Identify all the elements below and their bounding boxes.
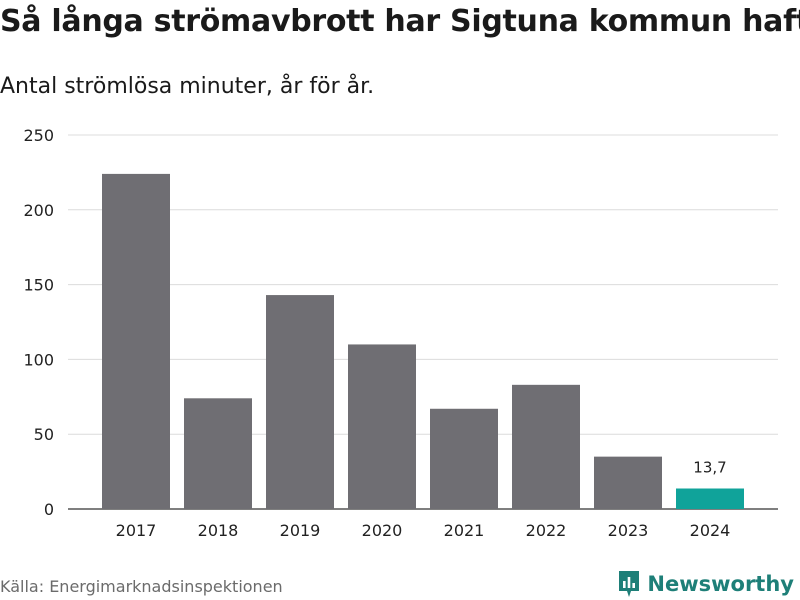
bar-2020 <box>348 344 416 509</box>
x-tick-label: 2020 <box>362 521 403 540</box>
brand-name: Newsworthy <box>647 572 794 596</box>
y-axis-ticks: 0 50 100 150 200 250 <box>23 126 54 519</box>
x-tick-label: 2023 <box>608 521 649 540</box>
bar-2017 <box>102 173 170 509</box>
bar-layer <box>102 173 744 509</box>
chart-subtitle: Antal strömlösa minuter, år för år. <box>0 74 375 99</box>
chart-title: Så långa strömavbrott har Sigtuna kommun… <box>0 4 800 39</box>
y-tick-label: 100 <box>23 350 54 369</box>
x-tick-label: 2018 <box>198 521 239 540</box>
y-tick-label: 0 <box>44 500 54 519</box>
y-tick-label: 50 <box>34 425 54 444</box>
brand-logo: Newsworthy <box>617 569 794 599</box>
bar-chart: 0 50 100 150 200 250 2017 2018 2019 2020 2021 2022… <box>23 126 778 540</box>
bar-2023 <box>594 456 662 509</box>
y-tick-label: 200 <box>23 201 54 220</box>
x-tick-label: 2022 <box>526 521 567 540</box>
x-tick-label: 2021 <box>444 521 485 540</box>
bar-2021 <box>430 408 498 509</box>
grid-layer <box>68 134 778 510</box>
data-label-layer: 13,7 <box>693 459 726 477</box>
source-note: Källa: Energimarknadsinspektionen <box>0 577 283 596</box>
bar-2019 <box>266 295 334 509</box>
y-tick-label: 150 <box>23 276 54 295</box>
bar-2024 <box>676 488 744 509</box>
x-axis-ticks: 2017 2018 2019 2020 2021 2022 2023 2024 <box>116 521 731 540</box>
y-tick-label: 250 <box>23 126 54 145</box>
data-label: 13,7 <box>693 459 726 477</box>
x-tick-label: 2019 <box>280 521 321 540</box>
x-tick-label: 2024 <box>690 521 731 540</box>
x-tick-label: 2017 <box>116 521 157 540</box>
bar-2022 <box>512 384 580 509</box>
newsworthy-icon <box>619 571 640 597</box>
bar-2018 <box>184 398 252 509</box>
